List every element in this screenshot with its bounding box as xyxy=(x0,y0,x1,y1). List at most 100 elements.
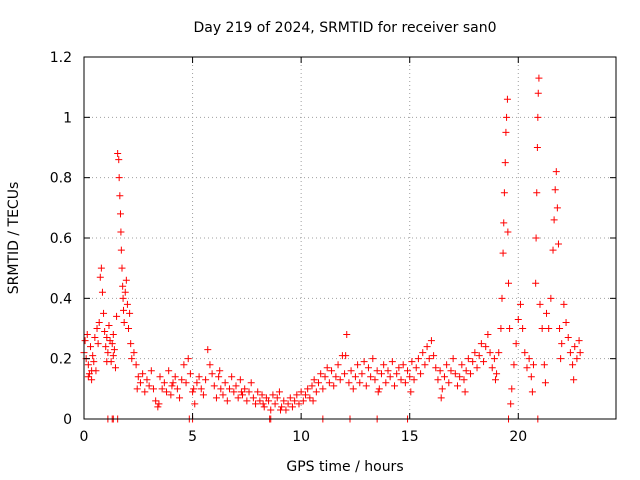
data-point xyxy=(136,379,144,387)
data-points xyxy=(80,74,584,423)
data-point xyxy=(521,349,529,357)
data-point xyxy=(507,400,515,408)
data-point xyxy=(461,388,469,396)
data-point xyxy=(160,379,168,387)
data-point xyxy=(122,276,130,284)
data-point xyxy=(208,370,216,378)
data-point xyxy=(345,379,353,387)
data-point xyxy=(234,394,242,402)
data-point xyxy=(252,400,260,408)
data-point xyxy=(560,300,568,308)
data-point xyxy=(91,334,99,342)
data-point xyxy=(83,331,91,339)
data-point xyxy=(535,74,543,82)
data-point xyxy=(230,388,238,396)
data-point xyxy=(349,385,357,393)
data-point xyxy=(469,358,477,366)
data-point xyxy=(451,370,459,378)
data-point xyxy=(558,340,566,348)
data-point xyxy=(176,394,184,402)
data-point xyxy=(121,288,129,296)
data-point xyxy=(163,388,171,396)
data-point xyxy=(382,379,390,387)
data-point xyxy=(490,355,498,363)
data-point xyxy=(115,174,123,182)
data-point xyxy=(543,309,551,317)
data-point xyxy=(369,355,377,363)
x-tick-label: 15 xyxy=(401,429,419,445)
data-point xyxy=(386,373,394,381)
data-point xyxy=(315,379,323,387)
data-point xyxy=(304,385,312,393)
data-point xyxy=(501,159,509,167)
data-point xyxy=(239,391,247,399)
data-point xyxy=(115,156,123,164)
data-point xyxy=(364,364,372,372)
data-point xyxy=(493,370,501,378)
data-point xyxy=(217,385,225,393)
data-point xyxy=(312,388,320,396)
data-point xyxy=(202,376,210,384)
data-point xyxy=(89,352,97,360)
data-point xyxy=(462,367,470,375)
data-point xyxy=(566,349,574,357)
data-point xyxy=(553,204,561,212)
y-tick-label: 0.8 xyxy=(50,171,72,187)
data-point xyxy=(241,385,249,393)
data-point xyxy=(408,358,416,366)
data-point xyxy=(343,331,351,339)
data-point xyxy=(171,373,179,381)
data-point xyxy=(98,288,106,296)
data-point xyxy=(323,364,331,372)
data-point xyxy=(503,113,511,121)
grid-lines xyxy=(84,57,616,419)
data-point xyxy=(117,228,125,236)
data-point xyxy=(437,394,445,402)
data-point xyxy=(232,382,240,390)
data-point xyxy=(125,325,133,332)
data-point xyxy=(139,370,147,378)
data-point xyxy=(149,385,157,393)
data-point xyxy=(116,192,124,200)
data-point xyxy=(219,391,227,399)
data-point xyxy=(482,343,490,351)
data-point xyxy=(225,385,233,393)
data-point xyxy=(88,376,96,384)
data-point xyxy=(414,355,422,363)
data-point xyxy=(101,328,109,336)
data-point xyxy=(341,370,349,378)
data-point xyxy=(93,325,101,332)
data-point xyxy=(168,382,176,390)
data-point xyxy=(308,382,316,390)
data-point xyxy=(519,325,527,332)
data-point xyxy=(498,294,506,302)
data-point xyxy=(310,376,318,384)
data-point xyxy=(503,95,511,103)
data-point xyxy=(237,388,245,396)
data-point xyxy=(527,373,535,381)
data-point xyxy=(393,370,401,378)
data-point xyxy=(500,219,508,227)
data-point xyxy=(505,279,513,287)
x-axis-label: GPS time / hours xyxy=(286,459,403,475)
data-point xyxy=(243,397,251,405)
data-point xyxy=(84,373,92,381)
data-point xyxy=(334,361,342,369)
data-point xyxy=(267,406,275,414)
data-point xyxy=(523,364,531,372)
data-point xyxy=(533,189,541,197)
data-point xyxy=(104,349,112,357)
data-point xyxy=(100,309,108,317)
data-point xyxy=(407,388,415,396)
data-point xyxy=(269,391,277,399)
data-point xyxy=(401,379,409,387)
data-point xyxy=(545,325,553,332)
data-point xyxy=(195,373,203,381)
x-tick-label: 20 xyxy=(509,429,527,445)
data-point xyxy=(557,355,565,363)
data-point xyxy=(484,331,492,339)
data-point xyxy=(570,376,578,384)
x-tick-label: 0 xyxy=(80,429,89,445)
data-point xyxy=(425,355,433,363)
data-point xyxy=(332,373,340,381)
